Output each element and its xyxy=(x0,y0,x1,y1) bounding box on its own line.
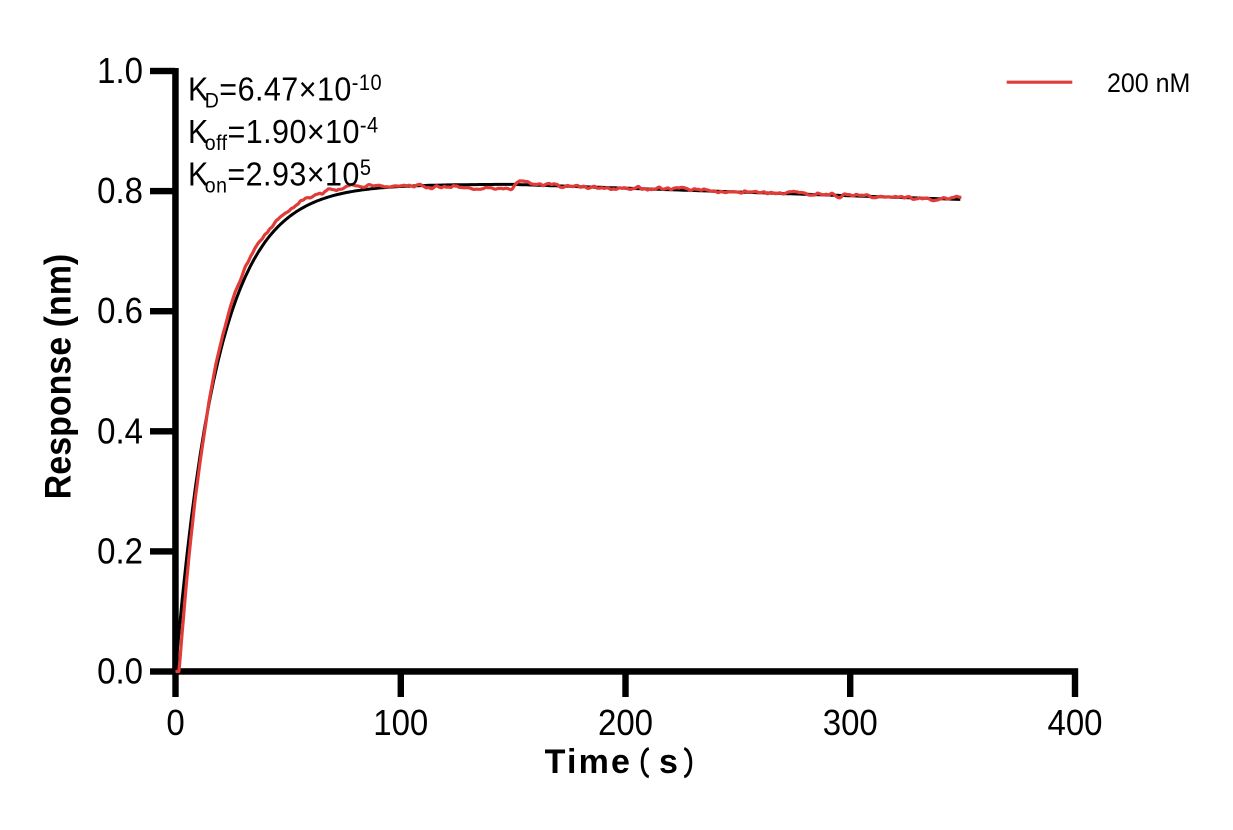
svg-text:0.0: 0.0 xyxy=(97,652,143,692)
svg-text:100: 100 xyxy=(373,704,428,744)
svg-text:200 nM: 200 nM xyxy=(1107,67,1190,98)
svg-text:0.4: 0.4 xyxy=(97,412,143,452)
svg-text:0.8: 0.8 xyxy=(97,172,143,212)
svg-text:Time: Time xyxy=(545,743,633,781)
svg-text:400: 400 xyxy=(1047,704,1102,744)
svg-text:300: 300 xyxy=(823,704,878,744)
svg-text:Response (nm): Response (nm) xyxy=(37,254,79,499)
svg-text:0.6: 0.6 xyxy=(97,292,143,332)
svg-text:Koff=1.90×10-4: Koff=1.90×10-4 xyxy=(188,113,379,156)
svg-text:Kon=2.93×105: Kon=2.93×105 xyxy=(188,155,371,198)
svg-text:KD=6.47×10-10: KD=6.47×10-10 xyxy=(188,70,382,113)
svg-text:1.0: 1.0 xyxy=(97,52,143,92)
svg-text:0: 0 xyxy=(166,704,184,744)
svg-text:0.2: 0.2 xyxy=(97,532,143,572)
svg-text:s: s xyxy=(659,743,678,781)
svg-text:200: 200 xyxy=(598,704,653,744)
